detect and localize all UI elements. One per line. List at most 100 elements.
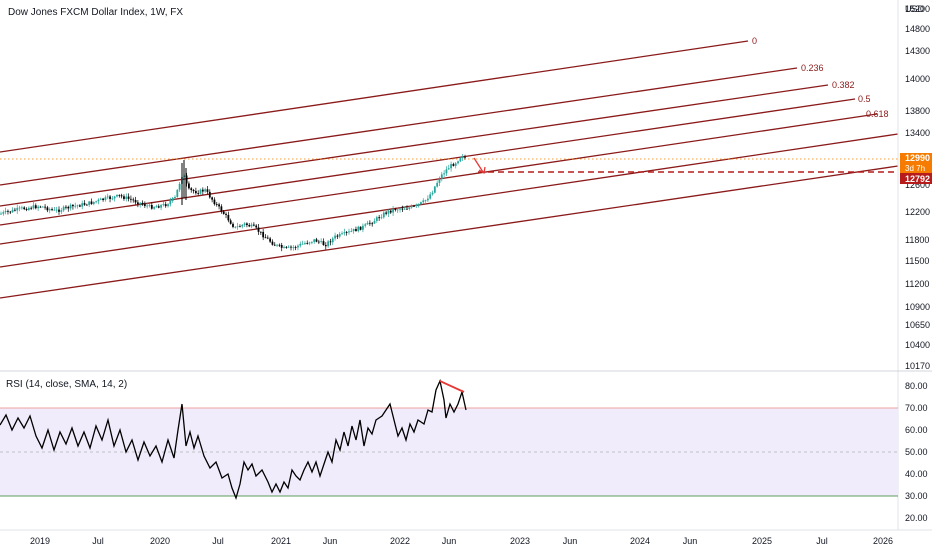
candle-body: [227, 214, 230, 221]
candle-body: [415, 204, 418, 207]
candle-body: [422, 200, 425, 203]
candle-body: [461, 156, 464, 159]
candle-body: [294, 247, 297, 248]
candle-body: [299, 243, 302, 246]
fib-line-lower-2[interactable]: [0, 165, 899, 299]
candle-body: [157, 206, 160, 208]
fib-channel[interactable]: [0, 40, 899, 299]
candle-body: [174, 197, 176, 198]
rsi-divergence-line[interactable]: [439, 380, 465, 393]
candle-body: [394, 209, 397, 211]
price-tick-label: 10650: [905, 320, 930, 330]
price-tick-label: 14000: [905, 74, 930, 84]
candle-body: [359, 226, 362, 230]
candle-body: [357, 226, 360, 232]
time-tick-label: Jun: [323, 536, 338, 546]
fib-line-05[interactable]: [0, 98, 856, 226]
fib-line-0236[interactable]: [0, 67, 798, 186]
candle-body: [85, 204, 88, 206]
candle-body: [132, 199, 135, 201]
candle-body: [438, 179, 441, 183]
candle-body: [352, 229, 355, 232]
candle-body: [39, 206, 42, 208]
price-axis: 15200 14800 14300 14000 13800 13400 12600 12200…: [905, 4, 930, 371]
candle-body: [220, 206, 223, 212]
candle-body: [215, 204, 218, 205]
rsi-tick-label: 60.00: [905, 425, 928, 435]
candle-body: [69, 204, 72, 209]
candle-body: [362, 225, 364, 230]
candle-body: [88, 201, 91, 205]
candle-body: [97, 199, 100, 202]
candle-body: [431, 192, 434, 195]
candle-body: [417, 204, 420, 205]
candle-body: [248, 225, 251, 227]
time-tick-label: Jun: [442, 536, 457, 546]
candle-body: [464, 156, 466, 158]
candle-body: [118, 194, 121, 196]
candle-body: [162, 204, 165, 206]
candle-body: [113, 196, 116, 199]
fib-line-0618[interactable]: [0, 113, 878, 245]
candle-body: [308, 242, 311, 244]
candle-body: [387, 210, 390, 214]
candle-body: [150, 204, 153, 209]
candle-body: [116, 194, 118, 197]
time-tick-label: Jul: [212, 536, 224, 546]
candle-body: [199, 189, 202, 194]
fib-line-0[interactable]: [0, 40, 749, 153]
candle-body: [83, 203, 86, 205]
current-price-value: 12990: [905, 153, 930, 163]
candle-body: [204, 189, 207, 192]
candle-body: [429, 194, 432, 199]
candle-body: [136, 202, 139, 205]
candle-body: [44, 206, 46, 208]
candle-body: [450, 164, 452, 169]
candle-body: [433, 186, 436, 193]
candle-body: [7, 210, 9, 212]
candle-body: [201, 189, 204, 192]
candle-body: [206, 189, 209, 192]
candle-body: [239, 226, 241, 228]
candle-body: [74, 205, 77, 207]
fib-line-0382[interactable]: [0, 84, 829, 207]
candle-body: [197, 193, 200, 194]
price-tick-label: 10400: [905, 340, 930, 350]
candle-body: [443, 173, 446, 175]
time-tick-label: Jul: [816, 536, 828, 546]
candle-body: [65, 206, 67, 208]
candle-body: [255, 225, 258, 228]
candle-body: [426, 198, 429, 201]
price-tick-label: 12600: [905, 180, 930, 190]
rsi-tick-label: 20.00: [905, 513, 928, 523]
candle-body: [229, 220, 232, 224]
candle-body: [385, 212, 388, 214]
candle-body: [125, 196, 128, 199]
candle-body: [153, 207, 156, 209]
candle-body: [364, 224, 367, 226]
rsi-line[interactable]: [0, 378, 467, 501]
candle-body: [457, 161, 459, 164]
candle-body: [27, 207, 30, 210]
candle-body: [273, 244, 276, 246]
candle-body: [190, 188, 193, 191]
candle-body: [317, 241, 320, 243]
rsi-tick-label: 40.00: [905, 469, 928, 479]
candle-body: [95, 201, 98, 203]
price-tick-label: 12200: [905, 207, 930, 217]
candle-body: [285, 246, 288, 248]
candle-body: [51, 209, 53, 211]
candle-body: [410, 205, 413, 208]
candle-body: [271, 241, 274, 245]
candle-body: [375, 217, 378, 221]
fib-line-lower-1[interactable]: [0, 133, 899, 268]
currency-label: USD: [905, 4, 925, 14]
candle-body: [208, 191, 211, 198]
candle-body: [413, 205, 415, 207]
candle-body: [185, 175, 188, 184]
candle-body: [257, 227, 260, 232]
candle-body: [440, 174, 443, 180]
candle-body: [401, 208, 404, 210]
candle-body: [304, 243, 306, 244]
